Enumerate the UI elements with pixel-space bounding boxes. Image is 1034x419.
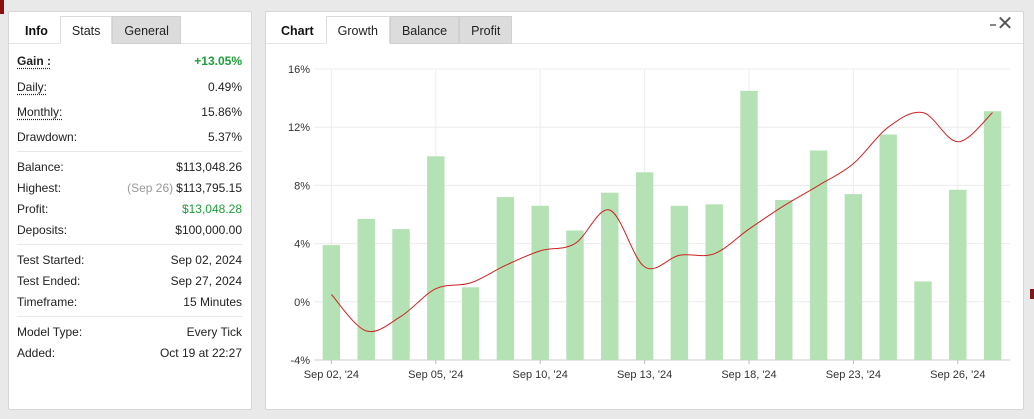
tab-growth[interactable]: Growth <box>325 16 390 44</box>
stats-panel: Info Stats General Gain : +13.05% Daily:… <box>8 11 252 410</box>
chart-bar <box>427 156 445 360</box>
chart-bar <box>740 90 758 360</box>
monthly-value: 15.86% <box>201 104 242 119</box>
profit-row: Profit: $13,048.28 <box>17 198 242 219</box>
drawdown-value: 5.37% <box>207 129 242 144</box>
model-type-label: Model Type: <box>17 324 83 339</box>
monthly-label: Monthly: <box>17 104 63 119</box>
stats-tabs: Info Stats General <box>9 12 251 44</box>
profit-value: $13,048.28 <box>181 201 242 216</box>
x-tick-label: Sep 18, '24 <box>721 369 776 381</box>
test-ended-value: Sep 27, 2024 <box>170 273 242 288</box>
test-ended-label: Test Ended: <box>17 273 81 288</box>
y-tick-label: 16% <box>288 64 310 76</box>
chart-bar <box>392 229 410 360</box>
drawdown-row: Drawdown: 5.37% <box>17 126 242 147</box>
y-tick-label: -4% <box>290 355 310 367</box>
model-type-value: Every Tick <box>186 324 242 339</box>
balance-value: $113,048.26 <box>176 159 242 174</box>
drag-handle-icon <box>990 24 996 26</box>
chart-bar <box>357 218 375 360</box>
x-tick-label: Sep 26, '24 <box>930 369 985 381</box>
profit-label: Profit: <box>17 201 49 216</box>
gain-value: +13.05% <box>194 54 242 68</box>
y-tick-label: 8% <box>294 180 310 192</box>
growth-line <box>331 111 993 333</box>
gain-label: Gain : <box>17 54 52 68</box>
chart-bar <box>322 245 341 360</box>
chart-bar <box>879 134 897 360</box>
growth-chart: -4% 0% 4% 8% 12% 16% Sep 02, '24 Sep 05, '24 Sep… <box>266 45 1025 409</box>
daily-label: Daily: <box>17 79 48 94</box>
tab-info[interactable]: Info <box>25 24 48 38</box>
tab-chart[interactable]: Chart <box>281 24 314 38</box>
x-tick-label: Sep 05, '24 <box>408 369 463 381</box>
corner-accent <box>1030 289 1034 299</box>
added-value: Oct 19 at 22:27 <box>159 345 242 360</box>
close-icon[interactable]: ✕ <box>990 14 1014 34</box>
daily-value: 0.49% <box>207 79 242 94</box>
y-tick-label: 4% <box>294 239 310 251</box>
balance-row: Balance: $113,048.26 <box>17 156 242 177</box>
tab-general[interactable]: General <box>112 16 181 44</box>
gain-row: Gain : +13.05% <box>17 44 242 78</box>
x-tick-label: Sep 02, '24 <box>304 369 359 381</box>
divider <box>17 244 242 245</box>
deposits-value: $100,000.00 <box>175 222 242 237</box>
deposits-label: Deposits: <box>17 222 68 237</box>
x-tick-label: Sep 10, '24 <box>513 369 568 381</box>
x-tick-label: Sep 13, '24 <box>617 369 672 381</box>
test-started-label: Test Started: <box>17 252 85 267</box>
timeframe-label: Timeframe: <box>17 294 78 309</box>
model-type-row: Model Type: Every Tick <box>17 321 242 342</box>
drawdown-label: Drawdown: <box>17 129 78 144</box>
chart-bar <box>809 150 828 360</box>
chart-bar <box>635 172 654 360</box>
test-ended-row: Test Ended: Sep 27, 2024 <box>17 270 242 291</box>
added-row: Added: Oct 19 at 22:27 <box>17 342 242 363</box>
tab-stats[interactable]: Stats <box>59 16 113 44</box>
chart-bar <box>566 230 584 360</box>
test-started-row: Test Started: Sep 02, 2024 <box>17 249 242 270</box>
deposits-row: Deposits: $100,000.00 <box>17 219 242 240</box>
added-label: Added: <box>17 345 56 360</box>
y-tick-label: 0% <box>294 297 310 309</box>
tab-balance[interactable]: Balance <box>389 16 460 44</box>
tab-profit[interactable]: Profit <box>459 16 513 44</box>
chart-panel: Chart Growth Balance Profit ✕ -4% 0% 4% 8% 1… <box>265 11 1024 410</box>
balance-label: Balance: <box>17 159 64 174</box>
monthly-row: Monthly: 15.86% <box>17 101 242 122</box>
chart-bar <box>705 204 723 360</box>
chart-bar <box>775 199 793 360</box>
timeframe-value: 15 Minutes <box>183 294 242 309</box>
highest-row: Highest: (Sep 26) $113,795.15 <box>17 177 242 198</box>
chart-bar <box>496 197 515 360</box>
highest-date: (Sep 26) <box>127 180 174 195</box>
chart-bar <box>949 189 967 360</box>
test-started-value: Sep 02, 2024 <box>170 252 242 267</box>
highest-value: $113,795.15 <box>176 180 242 195</box>
chart-bar <box>531 205 549 360</box>
timeframe-row: Timeframe: 15 Minutes <box>17 291 242 312</box>
corner-accent <box>0 0 4 14</box>
divider <box>17 151 242 152</box>
highest-label: Highest: <box>17 180 62 195</box>
chart-bar <box>983 111 1002 360</box>
chart-bar <box>461 287 480 360</box>
highest-value-wrap: (Sep 26) $113,795.15 <box>127 181 242 195</box>
growth-chart-svg: -4% 0% 4% 8% 12% 16% Sep 02, '24 Sep 05, '24 Sep… <box>288 64 1010 381</box>
y-tick-label: 12% <box>288 122 310 134</box>
daily-row: Daily: 0.49% <box>17 76 242 97</box>
chart-tabs: Chart Growth Balance Profit <box>266 12 1023 44</box>
chart-bar <box>914 281 932 360</box>
x-tick-label: Sep 23, '24 <box>826 369 881 381</box>
stats-list: Gain : +13.05% Daily: 0.49% Monthly: 15.… <box>9 44 251 363</box>
chart-bar <box>601 192 619 360</box>
chart-bar <box>670 205 689 360</box>
divider <box>17 316 242 317</box>
chart-bar <box>844 194 863 360</box>
